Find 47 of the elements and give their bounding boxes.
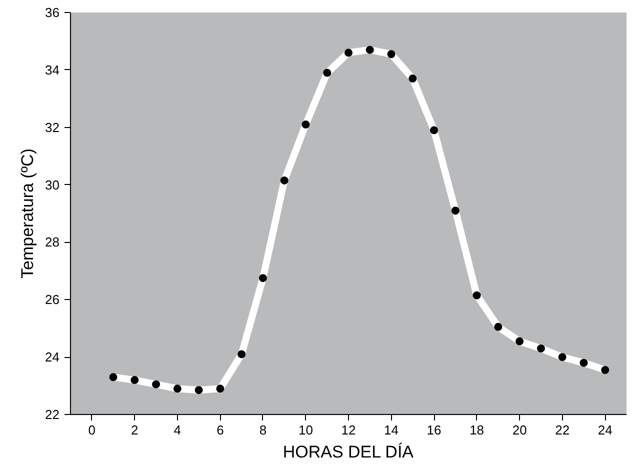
point bbox=[344, 48, 352, 57]
x-tick-label: 24 bbox=[598, 422, 612, 438]
point bbox=[536, 344, 545, 352]
x-tick-label: 8 bbox=[259, 422, 267, 438]
x-tick-label: 18 bbox=[470, 422, 484, 438]
x-tick-label: 20 bbox=[512, 422, 527, 438]
x-tick-label: 4 bbox=[174, 422, 182, 438]
point bbox=[494, 322, 502, 331]
y-tick-label: 32 bbox=[45, 120, 60, 135]
x-tick-label: 16 bbox=[426, 422, 442, 438]
point bbox=[130, 376, 139, 384]
point bbox=[516, 337, 524, 346]
y-tick-label: 30 bbox=[45, 177, 60, 192]
point bbox=[366, 46, 374, 54]
y-tick-label: 28 bbox=[45, 234, 60, 250]
point bbox=[302, 120, 310, 128]
point bbox=[430, 126, 438, 134]
point bbox=[472, 291, 481, 300]
x-tick-label: 12 bbox=[341, 422, 356, 438]
point bbox=[280, 176, 288, 184]
x-tick-label: 6 bbox=[216, 422, 224, 438]
point bbox=[238, 350, 246, 358]
y-axis-title: Temperatura (ºC) bbox=[18, 148, 38, 278]
x-tick-label: 14 bbox=[384, 422, 399, 438]
point bbox=[323, 68, 332, 77]
point bbox=[152, 380, 160, 388]
x-axis-title: HORAS DEL DÍA bbox=[282, 442, 414, 462]
point bbox=[109, 373, 118, 382]
x-tick-label: 0 bbox=[88, 422, 96, 438]
y-tick-label: 36 bbox=[45, 5, 60, 20]
point bbox=[601, 366, 610, 374]
point bbox=[216, 384, 224, 393]
y-tick-label: 24 bbox=[45, 350, 60, 365]
point bbox=[558, 353, 566, 362]
point bbox=[173, 384, 182, 393]
y-tick-label: 26 bbox=[45, 292, 60, 308]
point bbox=[408, 74, 417, 83]
point bbox=[258, 274, 267, 282]
x-tick-label: 22 bbox=[555, 422, 570, 438]
y-tick-label: 34 bbox=[45, 62, 60, 78]
x-tick-label: 10 bbox=[298, 422, 313, 438]
x-tick-label: 2 bbox=[131, 422, 138, 438]
point bbox=[451, 206, 460, 215]
point bbox=[387, 50, 396, 58]
point bbox=[194, 386, 203, 394]
y-tick-label: 22 bbox=[45, 407, 60, 422]
point bbox=[580, 358, 588, 367]
